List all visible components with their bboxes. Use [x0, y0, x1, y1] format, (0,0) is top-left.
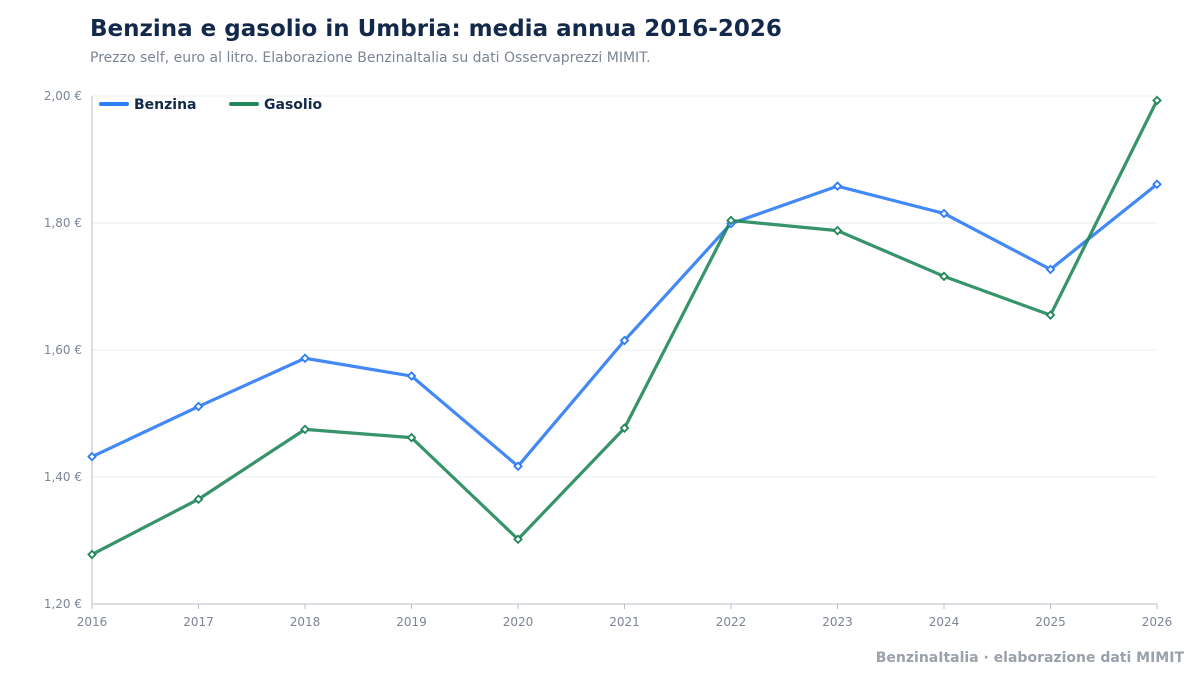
x-tick-label: 2016 — [77, 615, 108, 629]
y-tick-label: 1,60 € — [44, 343, 82, 357]
data-point-gasolio — [939, 271, 949, 282]
x-tick-label: 2018 — [290, 615, 321, 629]
y-tick-label: 1,40 € — [44, 470, 82, 484]
footer-credit: BenzinaItalia · elaborazione dati MIMIT — [875, 650, 1184, 666]
data-point-gasolio — [193, 494, 204, 505]
x-tick-label: 2024 — [929, 615, 960, 629]
y-tick-label: 2,00 € — [44, 89, 82, 103]
data-point-benzina — [513, 461, 523, 472]
data-point-gasolio — [619, 423, 630, 433]
chart-subtitle: Prezzo self, euro al litro. Elaborazione… — [90, 50, 651, 66]
data-point-benzina — [619, 335, 630, 346]
data-point-benzina — [832, 181, 843, 192]
data-point-benzina — [1045, 264, 1056, 275]
x-tick-label: 2021 — [609, 615, 640, 629]
data-point-gasolio — [513, 534, 523, 545]
data-point-gasolio — [1045, 310, 1056, 320]
x-tick-label: 2025 — [1035, 615, 1066, 629]
y-tick-label: 1,80 € — [44, 216, 82, 230]
data-point-benzina — [300, 353, 310, 364]
x-tick-label: 2022 — [716, 615, 747, 629]
data-point-benzina — [87, 451, 97, 462]
x-tick-label: 2019 — [396, 615, 427, 629]
data-point-gasolio — [1152, 95, 1162, 106]
chart-title: Benzina e gasolio in Umbria: media annua… — [90, 16, 782, 42]
series-line-gasolio — [90, 98, 1159, 557]
data-point-benzina — [406, 371, 417, 381]
x-tick-label: 2017 — [183, 615, 214, 629]
data-point-gasolio — [87, 549, 97, 560]
data-point-benzina — [939, 208, 949, 219]
data-point-gasolio — [406, 432, 417, 443]
x-tick-label: 2023 — [822, 615, 853, 629]
legend-label-benzina: Benzina — [134, 97, 197, 113]
data-point-benzina — [1152, 179, 1162, 190]
data-point-gasolio — [726, 215, 736, 226]
x-tick-label: 2020 — [503, 615, 534, 629]
legend-label-gasolio: Gasolio — [264, 97, 322, 113]
data-point-gasolio — [300, 424, 310, 435]
y-tick-label: 1,20 € — [44, 597, 82, 611]
data-point-gasolio — [832, 225, 843, 236]
data-point-benzina — [193, 401, 204, 412]
x-tick-label: 2026 — [1142, 615, 1173, 629]
